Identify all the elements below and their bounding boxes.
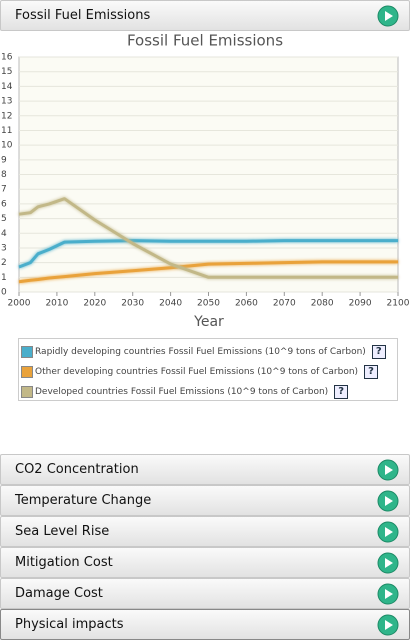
expand-button[interactable]: [377, 5, 399, 27]
legend-item: Other developing countries Fossil Fuel E…: [21, 365, 379, 379]
button-arrow: [385, 465, 393, 475]
y-tick-label: 3: [1, 243, 7, 253]
legend-swatch: [21, 366, 33, 378]
accordion-header[interactable]: Temperature Change: [0, 485, 410, 516]
button-arrow: [385, 496, 393, 506]
accordion-header[interactable]: Mitigation Cost: [0, 547, 410, 578]
x-tick-label: 2080: [311, 299, 334, 309]
panel-title: CO2 Concentration: [15, 462, 139, 477]
x-tick-label: 2000: [8, 299, 31, 309]
y-tick-label: 11: [1, 126, 12, 136]
button-arrow: [385, 620, 393, 630]
x-tick-label: 2060: [235, 299, 258, 309]
x-tick-label: 2010: [45, 299, 68, 309]
x-tick-label: 2020: [83, 299, 106, 309]
accordion-header[interactable]: Fossil Fuel Emissions: [0, 0, 410, 31]
y-tick-label: 15: [1, 67, 12, 77]
legend-item: Rapidly developing countries Fossil Fuel…: [21, 345, 386, 359]
x-axis-label: Year: [193, 314, 224, 330]
expand-button[interactable]: [377, 614, 399, 636]
help-icon[interactable]: ?: [364, 365, 379, 379]
button-arrow: [385, 11, 393, 21]
x-tick-label: 2090: [349, 299, 372, 309]
panel-title: Physical impacts: [15, 617, 124, 632]
legend-label: Other developing countries Fossil Fuel E…: [35, 367, 359, 377]
x-tick-label: 2040: [159, 299, 182, 309]
help-icon[interactable]: ?: [371, 345, 386, 359]
y-tick-label: 8: [1, 170, 7, 180]
x-tick-label: 2030: [121, 299, 144, 309]
series-line: [18, 239, 398, 269]
button-arrow: [385, 527, 393, 537]
y-tick-label: 10: [1, 141, 13, 151]
button-arrow: [385, 589, 393, 599]
accordion-header[interactable]: Sea Level Rise: [0, 516, 410, 547]
y-tick-label: 6: [1, 199, 7, 209]
help-icon[interactable]: ?: [334, 385, 349, 399]
chart: Fossil Fuel Emissions Year 0123456789101…: [1, 32, 410, 331]
y-tick-label: 14: [1, 82, 13, 92]
expand-button[interactable]: [377, 459, 399, 481]
legend-item: Developed countries Fossil Fuel Emission…: [21, 385, 349, 399]
y-tick-label: 9: [1, 155, 7, 165]
x-tick-label: 2050: [197, 299, 220, 309]
series-line: [18, 260, 398, 284]
y-tick-label: 5: [1, 214, 7, 224]
y-tick-label: 13: [1, 97, 12, 107]
panel-title: Temperature Change: [15, 493, 152, 508]
y-tick-label: 4: [1, 229, 7, 239]
legend-label: Developed countries Fossil Fuel Emission…: [35, 387, 329, 397]
expand-button[interactable]: [377, 490, 399, 512]
series-line: [18, 197, 398, 279]
accordion-header[interactable]: CO2 Concentration: [0, 454, 410, 485]
chart-title: Fossil Fuel Emissions: [127, 32, 283, 50]
y-tick-label: 16: [1, 53, 13, 63]
y-tick-label: 7: [1, 185, 7, 195]
y-tick-label: 12: [1, 111, 12, 121]
accordion-header[interactable]: Damage Cost: [0, 578, 410, 609]
y-tick-label: 0: [1, 288, 7, 298]
y-tick-label: 1: [1, 273, 7, 283]
expand-button[interactable]: [377, 552, 399, 574]
legend-swatch: [21, 386, 33, 398]
panel-title: Mitigation Cost: [15, 555, 113, 570]
x-tick-label: 2100: [387, 299, 410, 309]
y-tick-label: 2: [1, 258, 7, 268]
panel-title: Sea Level Rise: [15, 524, 110, 539]
legend-label: Rapidly developing countries Fossil Fuel…: [35, 347, 366, 357]
expand-button[interactable]: [377, 521, 399, 543]
panel-title: Fossil Fuel Emissions: [15, 8, 151, 23]
button-arrow: [385, 558, 393, 568]
legend-swatch: [21, 346, 33, 358]
panel-title: Damage Cost: [15, 586, 103, 601]
expand-button[interactable]: [377, 583, 399, 605]
x-tick-label: 2070: [273, 299, 296, 309]
accordion-header[interactable]: Physical impacts: [0, 609, 410, 640]
legend: Rapidly developing countries Fossil Fuel…: [18, 338, 398, 401]
